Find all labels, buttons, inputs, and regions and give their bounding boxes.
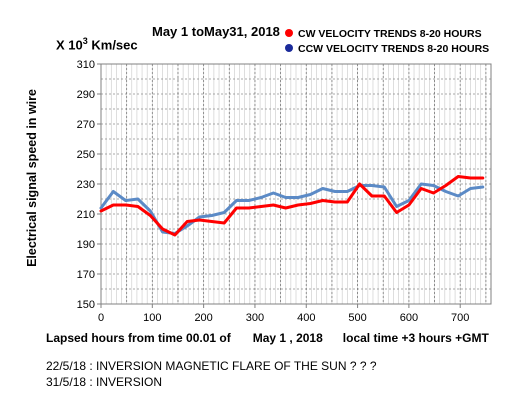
y-tick-label: 250	[77, 149, 95, 161]
y-axis-label: Electrical signal speed in wire	[25, 89, 39, 267]
y-tick-label: 310	[77, 59, 95, 71]
x-tick-label: 700	[451, 312, 469, 324]
x-tick-label: 200	[194, 312, 212, 324]
x-tick-label: 100	[143, 312, 161, 324]
y-tick-label: 170	[77, 269, 95, 281]
legend-item-cw: CW VELOCITY TRENDS 8-20 HOURS	[285, 28, 482, 40]
x-tick-label: 300	[246, 312, 264, 324]
legend-swatch-cw	[285, 29, 293, 38]
chart-title: May 1 toMay31, 2018	[152, 24, 280, 39]
x-tick-label: 500	[348, 312, 366, 324]
y-tick-label: 290	[77, 89, 95, 101]
y-tick-label: 190	[77, 239, 95, 251]
y-tick-label: 270	[77, 119, 95, 131]
x-tick-label: 400	[297, 312, 315, 324]
x-axis-label-part-2: May 1 , 2018	[252, 331, 323, 345]
note-inversion-2: 31/5/18 : INVERSION	[46, 375, 163, 389]
y-unit-label: X 103 Km/sec	[56, 36, 138, 53]
legend-label-cw: CW VELOCITY TRENDS 8-20 HOURS	[298, 28, 482, 40]
y-tick-label: 150	[77, 299, 95, 311]
x-axis-label-part-1: Lapsed hours from time 00.01 of	[46, 331, 231, 345]
x-tick-label: 0	[98, 312, 104, 324]
x-axis-label: Lapsed hours from time 00.01 of May 1 , 2…	[46, 331, 489, 345]
legend-item-ccw: CCW VELOCITY TRENDS 8-20 HOURS	[285, 43, 489, 55]
legend-swatch-ccw	[285, 44, 293, 53]
y-tick-label: 210	[77, 209, 95, 221]
note-inversion-1: 22/5/18 : INVERSION MAGNETIC FLARE OF TH…	[46, 359, 377, 373]
x-tick-label: 600	[400, 312, 418, 324]
y-tick-label: 230	[77, 179, 95, 191]
legend-label-ccw: CCW VELOCITY TRENDS 8-20 HOURS	[298, 43, 490, 55]
x-axis-label-part-3: local time +3 hours +GMT	[342, 331, 489, 345]
series-line-ccw	[99, 182, 485, 235]
series-line-cw	[99, 175, 485, 237]
